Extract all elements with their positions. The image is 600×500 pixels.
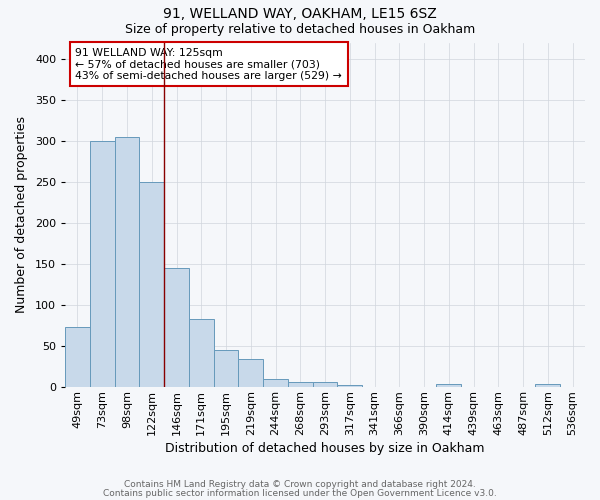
Bar <box>164 268 189 387</box>
Text: Contains public sector information licensed under the Open Government Licence v3: Contains public sector information licen… <box>103 490 497 498</box>
Bar <box>189 319 214 387</box>
Text: 91 WELLAND WAY: 125sqm
← 57% of detached houses are smaller (703)
43% of semi-de: 91 WELLAND WAY: 125sqm ← 57% of detached… <box>76 48 342 81</box>
Bar <box>65 327 90 387</box>
Bar <box>436 384 461 387</box>
Text: Contains HM Land Registry data © Crown copyright and database right 2024.: Contains HM Land Registry data © Crown c… <box>124 480 476 489</box>
Bar <box>214 350 238 387</box>
Text: 91, WELLAND WAY, OAKHAM, LE15 6SZ: 91, WELLAND WAY, OAKHAM, LE15 6SZ <box>163 8 437 22</box>
X-axis label: Distribution of detached houses by size in Oakham: Distribution of detached houses by size … <box>165 442 485 455</box>
Text: Size of property relative to detached houses in Oakham: Size of property relative to detached ho… <box>125 22 475 36</box>
Bar <box>238 360 263 387</box>
Bar <box>90 141 115 387</box>
Y-axis label: Number of detached properties: Number of detached properties <box>15 116 28 314</box>
Bar <box>115 137 139 387</box>
Bar <box>337 384 362 387</box>
Bar <box>313 382 337 387</box>
Bar <box>535 384 560 387</box>
Bar <box>139 182 164 387</box>
Bar <box>263 379 288 387</box>
Bar <box>288 382 313 387</box>
